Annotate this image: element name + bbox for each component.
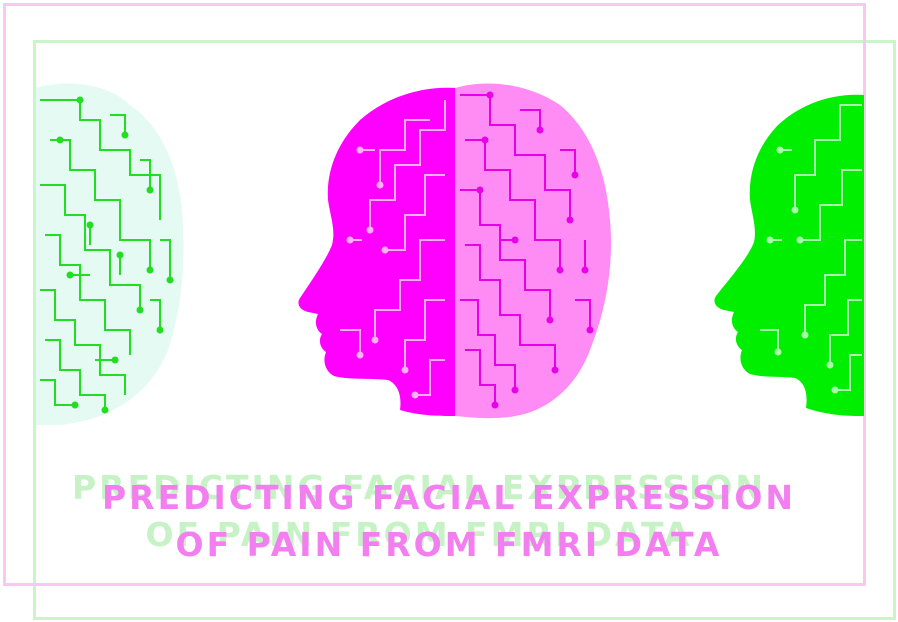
circuit-brain-head-left-icon <box>36 83 184 426</box>
title-ghost-line1: PREDICTING FACIAL EXPRESSION <box>72 468 766 507</box>
title-line1: PREDICTING FACIAL EXPRESSION <box>102 478 796 517</box>
circuit-brain-head-right-icon <box>714 94 864 416</box>
title-line2: OF PAIN FROM FMRI DATA <box>175 525 723 564</box>
title-ghost-line2: OF PAIN FROM FMRI DATA <box>145 515 693 554</box>
circuit-brain-head-center-icon <box>298 83 612 419</box>
green-frame <box>33 40 896 620</box>
pink-frame <box>3 3 866 586</box>
